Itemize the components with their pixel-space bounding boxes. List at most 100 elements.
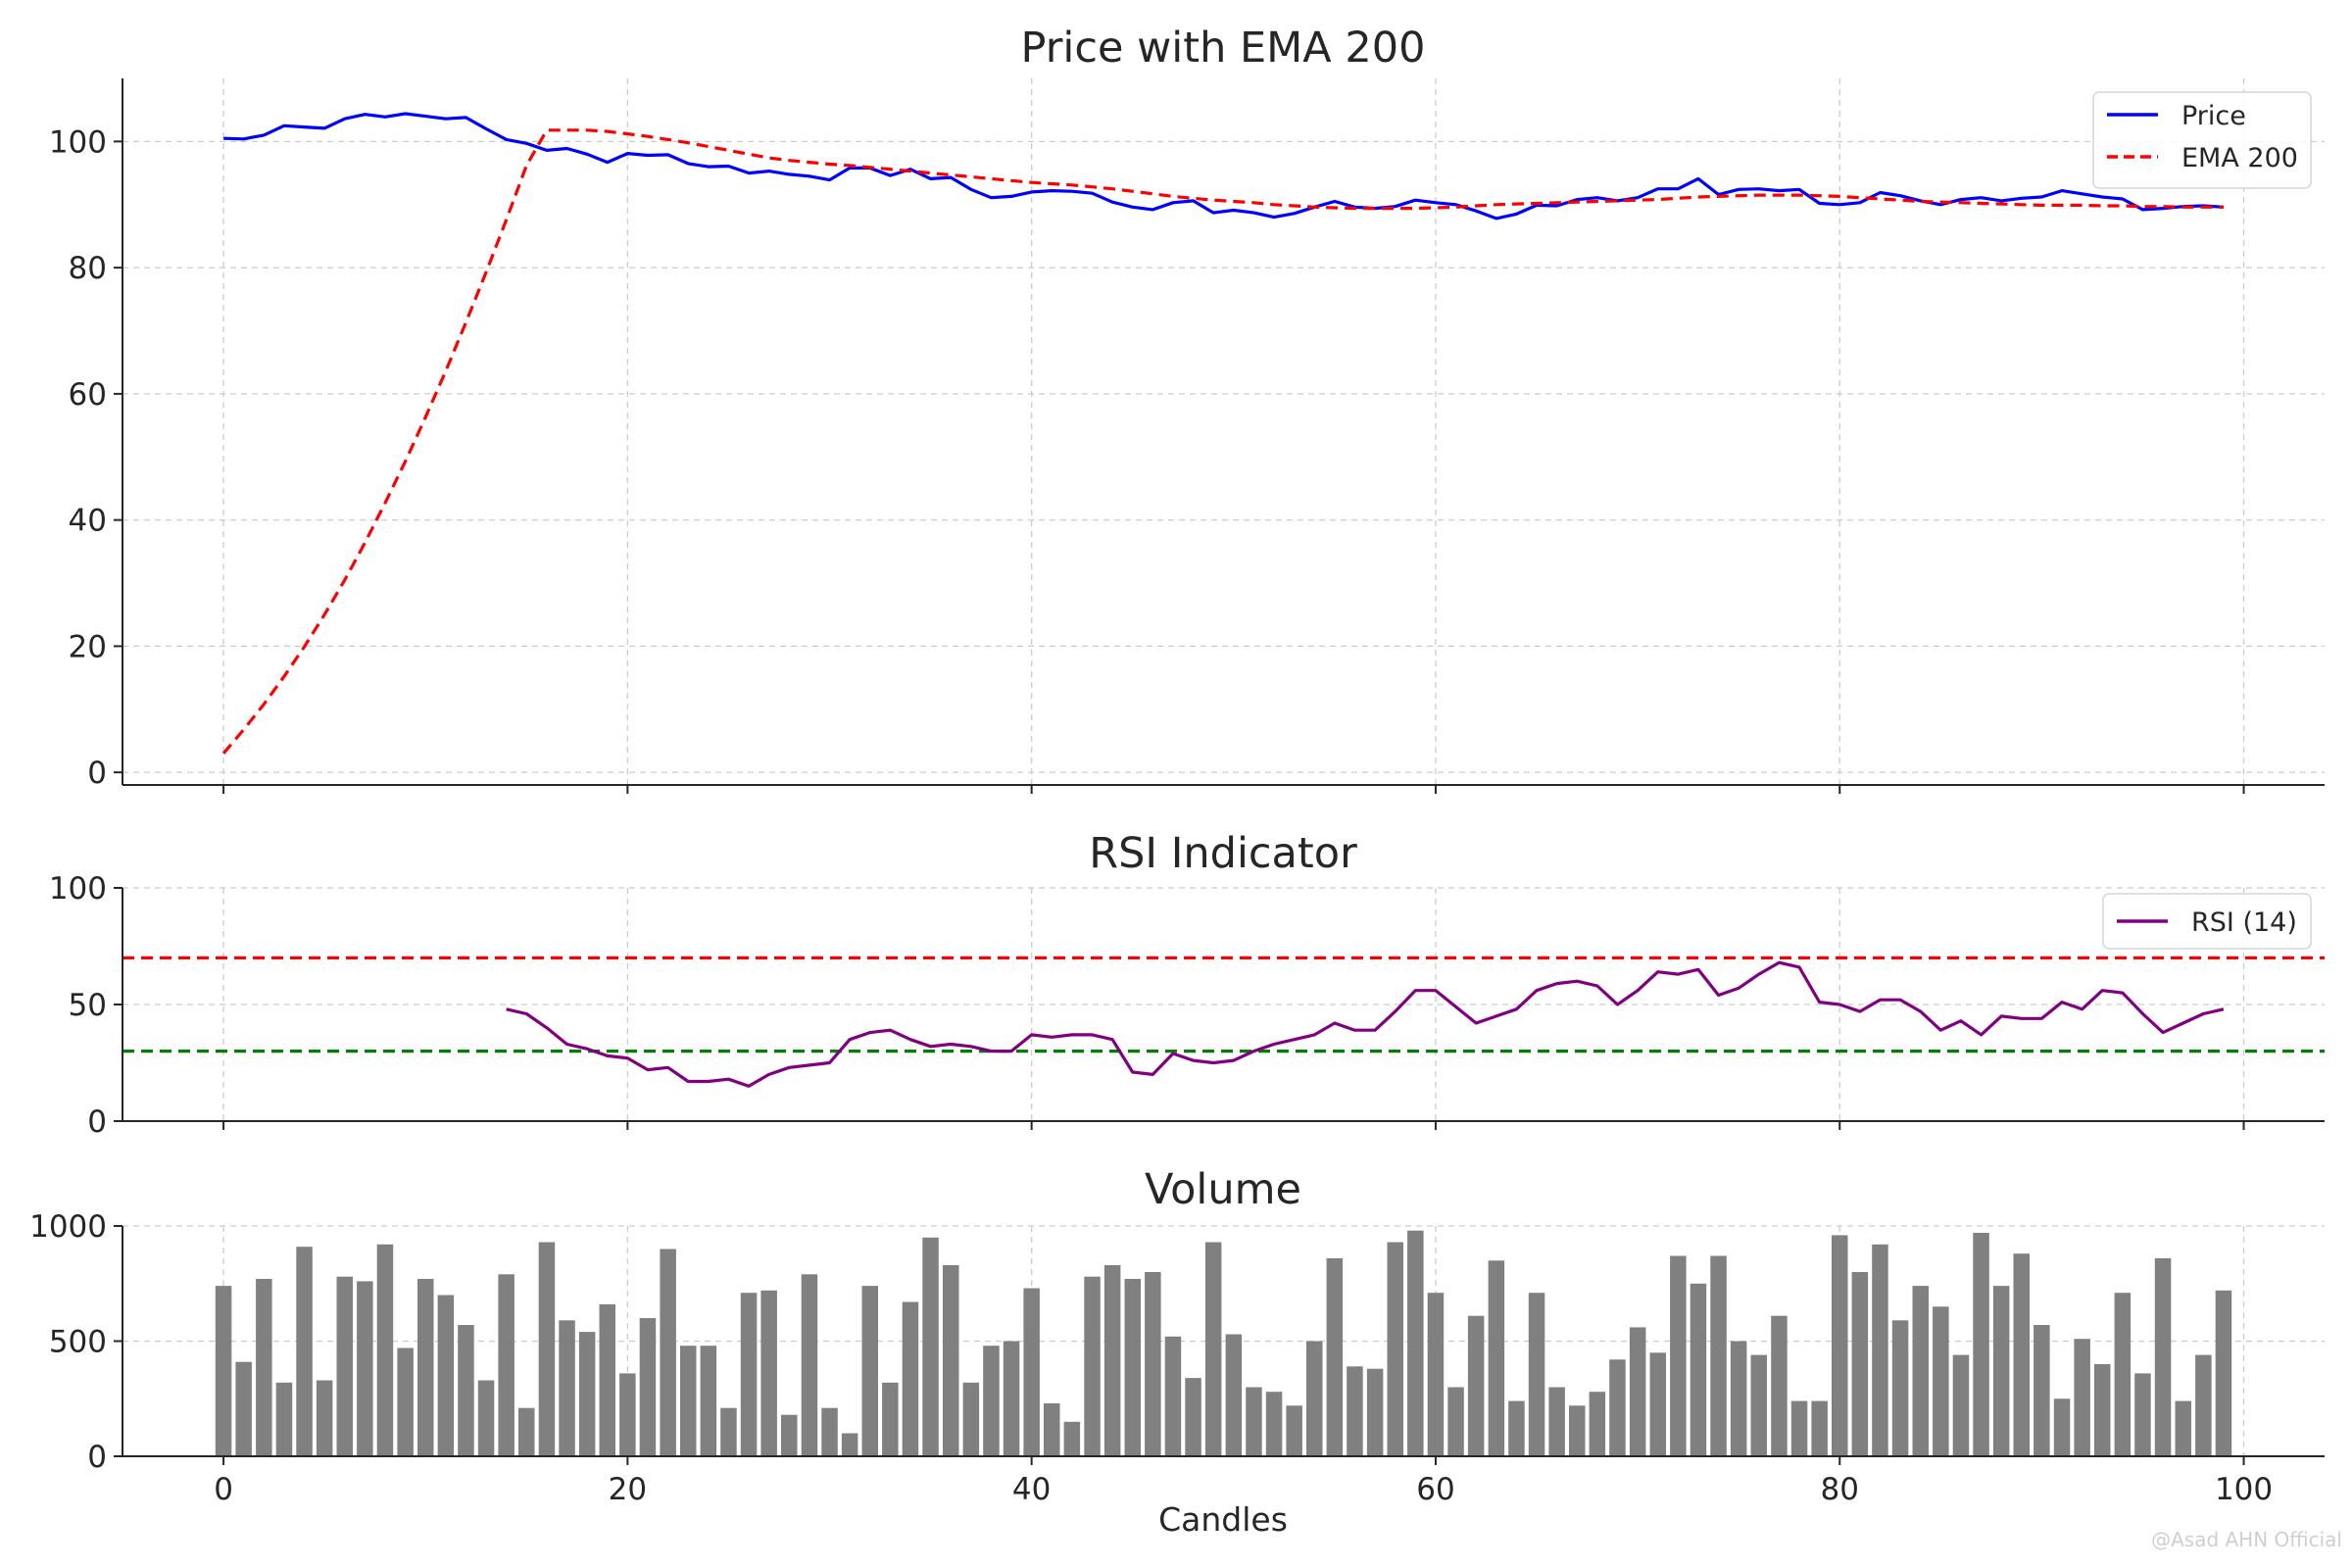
volume-bar bbox=[740, 1293, 758, 1456]
volume-bar bbox=[397, 1348, 414, 1456]
series-line-ema-200 bbox=[221, 128, 2224, 755]
volume-bar bbox=[2134, 1373, 2151, 1456]
volume-x-ticks: 0 20 40 60 80 100 bbox=[214, 1472, 2273, 1507]
rsi-panel-title: RSI Indicator bbox=[1089, 829, 1357, 878]
volume-bar bbox=[2053, 1398, 2071, 1457]
volume-bar bbox=[1124, 1279, 1141, 1456]
volume-bar bbox=[801, 1274, 818, 1456]
volume-bar bbox=[1992, 1286, 2010, 1456]
volume-bar bbox=[2175, 1400, 2191, 1456]
rsi-grid bbox=[122, 887, 2325, 1122]
volume-bar bbox=[357, 1281, 373, 1456]
volume-bar bbox=[1730, 1341, 1747, 1456]
volume-bar bbox=[781, 1414, 798, 1456]
y-tick-label: 0 bbox=[87, 1440, 107, 1475]
volume-bar bbox=[922, 1237, 939, 1457]
volume-bar bbox=[1710, 1255, 1727, 1456]
volume-bar bbox=[417, 1279, 434, 1456]
volume-bar bbox=[1347, 1366, 1363, 1456]
watermark: @Asad AHN Official bbox=[2151, 1528, 2342, 1551]
volume-bar bbox=[1286, 1405, 1302, 1456]
volume-bar bbox=[882, 1382, 899, 1456]
volume-bar bbox=[1204, 1242, 1222, 1456]
y-tick-label: 100 bbox=[49, 124, 107, 160]
volume-bar bbox=[1750, 1354, 1767, 1456]
volume-bar bbox=[821, 1407, 838, 1456]
volume-bar bbox=[256, 1279, 272, 1456]
volume-bar bbox=[1488, 1260, 1505, 1457]
price-panel-title: Price with EMA 200 bbox=[1021, 24, 1426, 73]
volume-bar bbox=[1609, 1359, 1626, 1456]
series-line-rsi-14 bbox=[506, 960, 2225, 1088]
volume-bar bbox=[1164, 1336, 1182, 1456]
rsi-reference-lines bbox=[122, 956, 2325, 1054]
volume-bar bbox=[1973, 1233, 1989, 1456]
volume-bar bbox=[1569, 1405, 1586, 1456]
volume-bar bbox=[680, 1346, 697, 1456]
volume-bar bbox=[1952, 1354, 1970, 1456]
volume-bar bbox=[1548, 1387, 1565, 1456]
volume-bar bbox=[376, 1244, 394, 1456]
x-tick-label: 40 bbox=[1012, 1472, 1051, 1507]
volume-bar bbox=[943, 1265, 959, 1456]
rsi-legend: RSI (14) bbox=[2102, 893, 2312, 950]
price-legend-label: Price bbox=[2181, 101, 2246, 131]
volume-bar bbox=[1670, 1255, 1687, 1456]
volume-bar bbox=[578, 1332, 596, 1456]
volume-bar bbox=[2034, 1325, 2050, 1456]
volume-bar bbox=[599, 1303, 615, 1456]
volume-panel: Volume 0 500 1000 0 20 40 60 80 100 Candles bbox=[29, 1165, 2325, 1539]
volume-bar bbox=[275, 1382, 293, 1456]
x-tick-label: 80 bbox=[1821, 1472, 1859, 1507]
volume-bar bbox=[1185, 1378, 1201, 1456]
x-tick-label: 60 bbox=[1416, 1472, 1454, 1507]
volume-bar bbox=[841, 1433, 858, 1456]
x-tick-label: 20 bbox=[609, 1472, 647, 1507]
volume-bar bbox=[1023, 1288, 1040, 1456]
volume-bar bbox=[760, 1290, 777, 1456]
y-tick-label: 100 bbox=[49, 871, 107, 906]
volume-bar bbox=[1508, 1400, 1525, 1456]
volume-bar bbox=[1003, 1341, 1020, 1456]
volume-bar bbox=[2114, 1293, 2132, 1456]
volume-bar bbox=[1467, 1315, 1485, 1456]
volume-bar bbox=[235, 1361, 252, 1456]
volume-bar bbox=[316, 1380, 333, 1456]
volume-bar bbox=[1528, 1293, 1545, 1456]
volume-bar bbox=[477, 1380, 495, 1456]
volume-bar bbox=[1832, 1235, 1848, 1456]
rsi-legend-label: RSI (14) bbox=[2191, 907, 2297, 938]
volume-bar bbox=[639, 1318, 657, 1456]
volume-bar bbox=[720, 1407, 737, 1456]
y-tick-label: 80 bbox=[69, 251, 107, 286]
volume-bar bbox=[2074, 1339, 2090, 1456]
rsi-series-layer bbox=[506, 960, 2225, 1088]
price-legend: Price EMA 200 bbox=[2092, 91, 2312, 189]
volume-bar bbox=[2195, 1354, 2212, 1456]
volume-bar bbox=[296, 1247, 313, 1456]
volume-bar bbox=[2215, 1290, 2232, 1456]
volume-bar bbox=[1103, 1265, 1121, 1456]
volume-bar bbox=[2154, 1257, 2172, 1456]
volume-bar bbox=[1145, 1272, 1161, 1456]
y-tick-label: 60 bbox=[69, 377, 107, 413]
y-tick-label: 0 bbox=[87, 1104, 107, 1140]
volume-bar bbox=[1246, 1387, 1262, 1456]
volume-bar bbox=[1225, 1334, 1243, 1456]
volume-bars bbox=[215, 1230, 2232, 1457]
price-axes bbox=[122, 78, 2325, 794]
volume-bar bbox=[458, 1325, 474, 1456]
volume-bar bbox=[1589, 1392, 1606, 1456]
volume-bar bbox=[1933, 1306, 1949, 1457]
y-tick-label: 20 bbox=[69, 629, 107, 664]
price-grid bbox=[122, 78, 2325, 785]
rsi-y-ticks: 0 50 100 bbox=[49, 871, 122, 1140]
volume-bar bbox=[1447, 1387, 1464, 1456]
volume-bar bbox=[1387, 1242, 1403, 1456]
y-tick-label: 500 bbox=[49, 1325, 107, 1360]
volume-bar bbox=[861, 1286, 878, 1456]
volume-bar bbox=[902, 1301, 919, 1456]
volume-bar bbox=[559, 1320, 575, 1456]
volume-bar bbox=[1771, 1315, 1788, 1456]
volume-bar bbox=[1407, 1230, 1424, 1456]
